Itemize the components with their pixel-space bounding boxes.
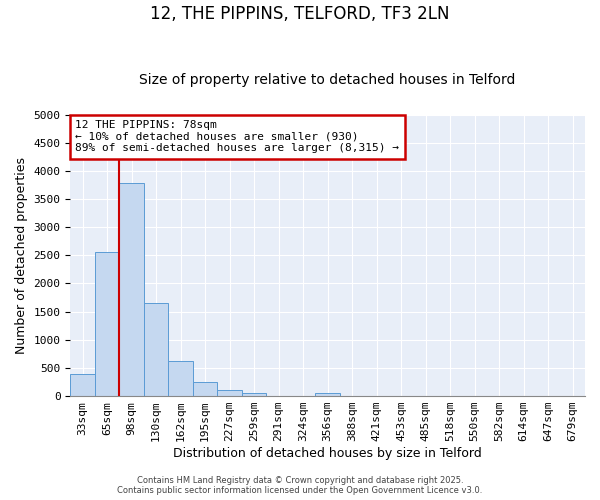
Text: 12, THE PIPPINS, TELFORD, TF3 2LN: 12, THE PIPPINS, TELFORD, TF3 2LN <box>150 5 450 23</box>
Bar <box>95 252 119 396</box>
Bar <box>193 382 217 396</box>
Bar <box>119 183 144 396</box>
Bar <box>144 302 169 396</box>
Bar <box>70 374 95 396</box>
Text: 12 THE PIPPINS: 78sqm
← 10% of detached houses are smaller (930)
89% of semi-det: 12 THE PIPPINS: 78sqm ← 10% of detached … <box>76 120 400 154</box>
X-axis label: Distribution of detached houses by size in Telford: Distribution of detached houses by size … <box>173 447 482 460</box>
Y-axis label: Number of detached properties: Number of detached properties <box>15 157 28 354</box>
Title: Size of property relative to detached houses in Telford: Size of property relative to detached ho… <box>139 73 516 87</box>
Text: Contains HM Land Registry data © Crown copyright and database right 2025.
Contai: Contains HM Land Registry data © Crown c… <box>118 476 482 495</box>
Bar <box>169 362 193 396</box>
Bar <box>242 392 266 396</box>
Bar <box>316 393 340 396</box>
Bar <box>217 390 242 396</box>
